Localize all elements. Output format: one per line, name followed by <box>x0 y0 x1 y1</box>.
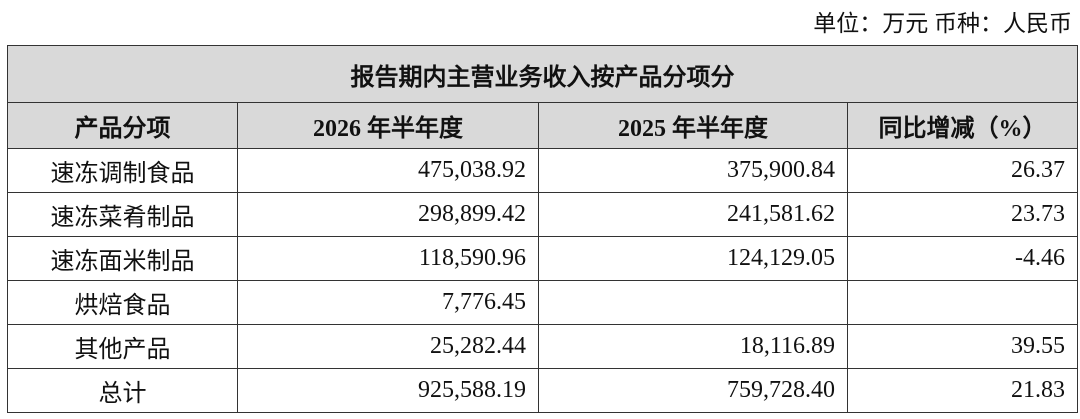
value-cell: 124,129.05 <box>538 236 848 281</box>
data-row: 速冻菜肴制品 298,899.42 241,581.62 23.73 <box>7 192 1078 237</box>
value-cell: 925,588.19 <box>237 368 539 413</box>
data-row: 总计 925,588.19 759,728.40 21.83 <box>7 368 1078 413</box>
header-cell: 2025 年半年度 <box>538 102 848 149</box>
value-cell: 118,590.96 <box>237 236 539 281</box>
product-cell: 烘焙食品 <box>7 280 238 325</box>
value-cell: 375,900.84 <box>538 148 848 193</box>
value-cell: -4.46 <box>847 236 1078 281</box>
title-row: 报告期内主营业务收入按产品分项分 <box>7 45 1078 103</box>
revenue-table: 报告期内主营业务收入按产品分项分 产品分项 2026 年半年度 2025 年半年度同… <box>7 45 1078 413</box>
value-cell: 21.83 <box>847 368 1078 413</box>
header-cell: 2026 年半年度 <box>237 102 539 149</box>
table-title: 报告期内主营业务收入按产品分项分 <box>7 45 1078 103</box>
value-cell: 7,776.45 <box>237 280 539 325</box>
data-row: 速冻调制食品 475,038.92 375,900.84 26.37 <box>7 148 1078 193</box>
data-row: 速冻面米制品 118,590.96 124,129.05 -4.46 <box>7 236 1078 281</box>
unit-note: 单位：万元 币种：人民币 <box>813 11 1072 36</box>
value-cell <box>847 280 1078 325</box>
value-cell: 39.55 <box>847 324 1078 369</box>
value-cell: 475,038.92 <box>237 148 539 193</box>
header-cell: 同比增减（%） <box>847 102 1078 149</box>
product-cell: 速冻调制食品 <box>7 148 238 193</box>
table-body: 报告期内主营业务收入按产品分项分 产品分项 2026 年半年度 2025 年半年度同… <box>7 45 1078 413</box>
header-row: 产品分项 2026 年半年度 2025 年半年度 同比增减（%） <box>7 102 1078 149</box>
value-cell: 759,728.40 <box>538 368 848 413</box>
product-cell: 总计 <box>7 368 238 413</box>
value-cell: 25,282.44 <box>237 324 539 369</box>
value-cell: 298,899.42 <box>237 192 539 237</box>
value-cell: 241,581.62 <box>538 192 848 237</box>
header-cell: 产品分项 <box>7 102 238 149</box>
product-cell: 速冻面米制品 <box>7 236 238 281</box>
data-row: 烘焙食品 7,776.45 <box>7 280 1078 325</box>
data-row: 其他产品 25,282.44 18,116.89 39.55 <box>7 324 1078 369</box>
value-cell: 23.73 <box>847 192 1078 237</box>
value-cell <box>538 280 848 325</box>
value-cell: 18,116.89 <box>538 324 848 369</box>
product-cell: 其他产品 <box>7 324 238 369</box>
value-cell: 26.37 <box>847 148 1078 193</box>
product-cell: 速冻菜肴制品 <box>7 192 238 237</box>
